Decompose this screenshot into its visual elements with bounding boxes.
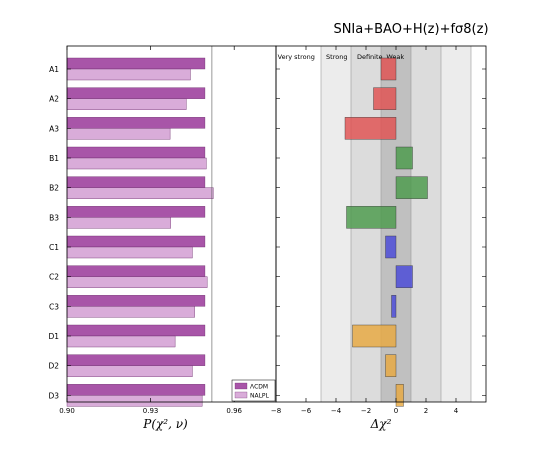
category-label-A2: A2 (49, 95, 59, 104)
bar-nalpl-A3 (66, 128, 171, 140)
x-tick-label: 0.90 (59, 407, 75, 415)
category-label-B2: B2 (49, 184, 59, 193)
bar-lcdm-A1 (66, 57, 206, 70)
bar-lcdm-D2 (66, 354, 206, 366)
x-tick-label: 0.96 (226, 407, 242, 415)
delta-bar-B1 (395, 146, 413, 170)
legend-swatch-lcdm (234, 382, 248, 390)
region-label-definite: Definite (357, 53, 383, 61)
bar-nalpl-C3 (66, 306, 195, 318)
legend-swatch-nalpl (234, 391, 248, 399)
delta-bar-D3 (395, 384, 404, 407)
legend-label-nalpl: NALPL (250, 393, 270, 400)
x-tick-label: 0.93 (143, 407, 159, 415)
category-label-B3: B3 (49, 213, 59, 222)
region-label-very-strong: Very strong (278, 53, 315, 61)
bar-nalpl-A1 (66, 68, 191, 81)
bar-lcdm-D1 (66, 324, 206, 337)
right-x-axis-title: Δχ² (370, 417, 392, 431)
bar-lcdm-C1 (66, 235, 206, 248)
category-label-B1: B1 (49, 154, 59, 163)
bar-nalpl-D2 (66, 365, 193, 377)
right-panel: Very strong Strong Definite Weak −8 −6 −4 −2 0 2 4… (271, 45, 487, 431)
bar-lcdm-A3 (66, 117, 206, 129)
x-tick-label: 0 (394, 407, 398, 415)
x-tick-label: −4 (331, 407, 342, 415)
bar-lcdm-B1 (66, 146, 206, 159)
x-tick-label: 2 (424, 407, 428, 415)
delta-bar-A1 (380, 57, 397, 81)
category-label-A3: A3 (49, 124, 59, 133)
category-label-D2: D2 (48, 362, 59, 371)
x-tick-label: −2 (361, 407, 371, 415)
bar-lcdm-B3 (66, 206, 206, 218)
bar-nalpl-C1 (66, 246, 193, 259)
x-tick-label: −8 (271, 407, 281, 415)
bar-nalpl-B3 (66, 217, 171, 229)
bar-nalpl-B2 (66, 187, 214, 199)
bar-lcdm-C2 (66, 265, 206, 277)
left-x-axis-title: P(χ², ν) (142, 417, 188, 431)
category-label-C1: C1 (49, 243, 59, 252)
x-tick-label: 4 (454, 407, 459, 415)
category-label-A1: A1 (49, 65, 59, 74)
delta-bar-A2 (373, 87, 397, 110)
delta-bar-A3 (344, 117, 397, 140)
category-label-D3: D3 (48, 391, 59, 400)
bar-nalpl-C2 (66, 276, 208, 288)
delta-bar-B3 (346, 206, 397, 229)
delta-bar-D1 (352, 324, 397, 348)
category-label-D1: D1 (48, 332, 59, 341)
delta-bar-D2 (385, 354, 397, 377)
category-label-C3: C3 (49, 302, 59, 311)
bar-lcdm-B2 (66, 176, 206, 188)
bar-nalpl-A2 (66, 98, 187, 110)
delta-bar-C2 (395, 265, 413, 288)
bar-lcdm-C3 (66, 295, 206, 307)
bar-nalpl-D3 (66, 395, 203, 407)
region-label-strong: Strong (326, 53, 347, 61)
region-label-weak: Weak (386, 53, 404, 61)
delta-bar-C3 (391, 295, 397, 318)
delta-bar-B2 (395, 176, 428, 199)
bar-nalpl-D1 (66, 335, 176, 348)
legend: ΛCDM NALPL (231, 379, 276, 402)
delta-bar-C1 (385, 235, 397, 259)
bar-lcdm-A2 (66, 87, 206, 99)
legend-label-lcdm: ΛCDM (250, 384, 268, 391)
bar-nalpl-B1 (66, 157, 207, 170)
chart-title: SNIa+BAO+H(z)+fσ8(z) (333, 22, 488, 37)
category-label-C2: C2 (49, 273, 59, 282)
left-panel: A1 A2 A3 B1 B2 B3 C1 C2 C3 D1 D2 D30.90 0.93 0.96 ΛCDM… (48, 45, 277, 431)
right-panel-frame (275, 45, 487, 403)
bar-lcdm-D3 (66, 384, 206, 396)
x-tick-label: −6 (301, 407, 312, 415)
